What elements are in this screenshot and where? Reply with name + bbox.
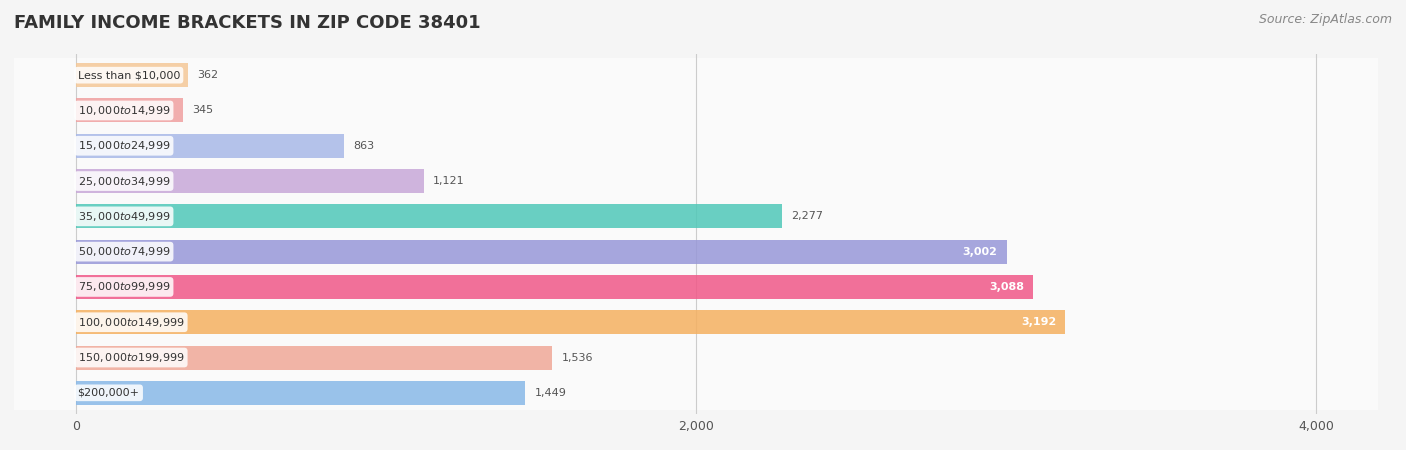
Bar bbox=[14, 128, 1378, 163]
Bar bbox=[14, 269, 1378, 305]
Text: Less than $10,000: Less than $10,000 bbox=[77, 70, 180, 80]
Text: $100,000 to $149,999: $100,000 to $149,999 bbox=[77, 316, 184, 329]
Text: 3,192: 3,192 bbox=[1021, 317, 1056, 327]
Text: 1,536: 1,536 bbox=[561, 352, 593, 363]
Text: $75,000 to $99,999: $75,000 to $99,999 bbox=[77, 280, 170, 293]
Text: 362: 362 bbox=[198, 70, 219, 80]
Bar bbox=[14, 234, 1378, 269]
Text: 345: 345 bbox=[193, 105, 214, 116]
Text: $10,000 to $14,999: $10,000 to $14,999 bbox=[77, 104, 170, 117]
Text: $50,000 to $74,999: $50,000 to $74,999 bbox=[77, 245, 170, 258]
Text: $35,000 to $49,999: $35,000 to $49,999 bbox=[77, 210, 170, 223]
Text: $15,000 to $24,999: $15,000 to $24,999 bbox=[77, 139, 170, 152]
Text: 1,449: 1,449 bbox=[534, 388, 567, 398]
Bar bbox=[76, 99, 183, 122]
Bar bbox=[14, 375, 1378, 410]
Text: Source: ZipAtlas.com: Source: ZipAtlas.com bbox=[1258, 14, 1392, 27]
Text: 3,088: 3,088 bbox=[988, 282, 1024, 292]
Text: FAMILY INCOME BRACKETS IN ZIP CODE 38401: FAMILY INCOME BRACKETS IN ZIP CODE 38401 bbox=[14, 14, 481, 32]
Bar bbox=[76, 381, 526, 405]
Bar bbox=[76, 346, 553, 369]
Bar bbox=[76, 63, 188, 87]
Bar bbox=[76, 275, 1033, 299]
Bar bbox=[76, 169, 423, 193]
Bar bbox=[76, 240, 1007, 264]
Bar bbox=[76, 310, 1066, 334]
Text: 2,277: 2,277 bbox=[792, 212, 823, 221]
Bar bbox=[76, 134, 343, 158]
Bar bbox=[14, 199, 1378, 234]
Text: $200,000+: $200,000+ bbox=[77, 388, 139, 398]
Bar bbox=[14, 93, 1378, 128]
Bar bbox=[14, 58, 1378, 93]
Bar bbox=[14, 163, 1378, 199]
Text: $150,000 to $199,999: $150,000 to $199,999 bbox=[77, 351, 184, 364]
Text: 3,002: 3,002 bbox=[962, 247, 997, 256]
Text: $25,000 to $34,999: $25,000 to $34,999 bbox=[77, 175, 170, 188]
Bar bbox=[14, 340, 1378, 375]
Bar bbox=[14, 305, 1378, 340]
Text: 1,121: 1,121 bbox=[433, 176, 464, 186]
Text: 863: 863 bbox=[353, 141, 374, 151]
Bar bbox=[76, 204, 782, 228]
